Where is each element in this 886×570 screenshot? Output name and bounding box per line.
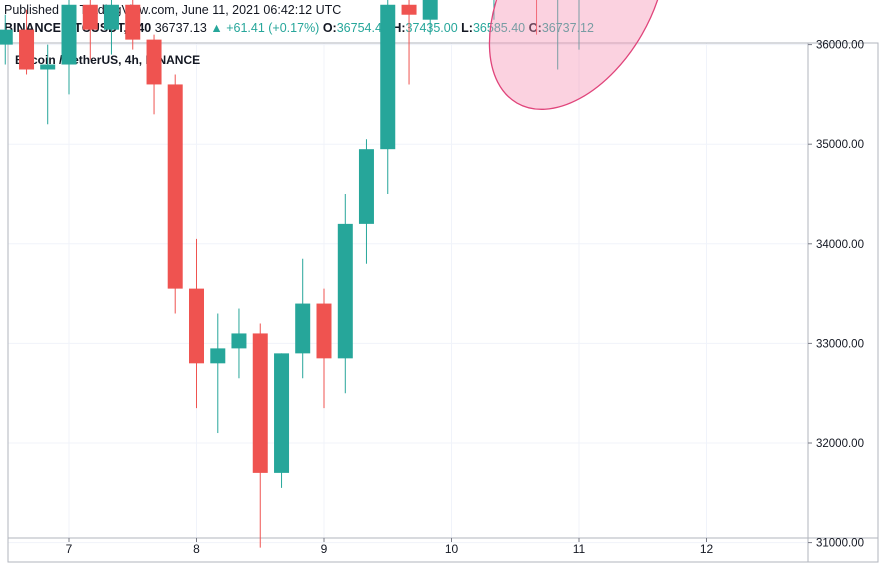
open-value: 36754.41 xyxy=(336,21,389,35)
candle-body xyxy=(61,4,77,65)
candle xyxy=(557,0,559,70)
grid-lines xyxy=(8,43,808,544)
candle xyxy=(82,0,98,60)
high-value: 37435.00 xyxy=(405,21,458,35)
x-tick-label: 11 xyxy=(573,542,586,556)
candle-body xyxy=(82,4,98,30)
x-tick-label: 8 xyxy=(193,542,200,556)
low-value: 36585.40 xyxy=(473,21,525,35)
candle xyxy=(380,0,396,194)
y-tick-label: 33000.00 xyxy=(816,338,864,350)
candle-body xyxy=(0,29,13,45)
candle xyxy=(19,9,35,75)
candle-body xyxy=(295,303,311,354)
price-change: +61.41 (+0.17%) xyxy=(226,21,320,35)
x-tick-label: 9 xyxy=(321,542,328,556)
candle-body xyxy=(167,84,183,289)
candle xyxy=(189,238,204,409)
candle-body xyxy=(401,4,417,15)
time-axis[interactable]: 7 8 9 10 11 12 xyxy=(66,538,714,556)
candle-body xyxy=(103,4,119,30)
candle-body xyxy=(125,4,141,40)
up-arrow-icon: ▲ xyxy=(210,21,223,35)
y-tick-label: 36000.00 xyxy=(816,40,864,52)
y-tick-label: 31000.00 xyxy=(816,538,864,550)
candle xyxy=(231,308,247,379)
overlay xyxy=(488,0,667,110)
candle-body xyxy=(252,333,268,473)
candle xyxy=(61,0,77,95)
candle xyxy=(0,14,13,65)
candle xyxy=(316,288,332,409)
candle-body xyxy=(422,0,438,20)
high-label: H: xyxy=(392,21,406,35)
candle-body xyxy=(316,303,332,359)
y-tick-label: 35000.00 xyxy=(816,139,864,151)
candles xyxy=(0,0,580,548)
highlight-ellipse xyxy=(488,0,667,110)
candle-body xyxy=(40,64,56,70)
candle xyxy=(295,258,311,379)
y-tick-label: 34000.00 xyxy=(816,239,864,251)
candle-body xyxy=(358,149,374,224)
candle xyxy=(167,74,183,314)
candle xyxy=(358,139,374,264)
close-label: C: xyxy=(529,21,542,35)
candle xyxy=(210,313,226,434)
last-price: 36737.13 xyxy=(154,21,207,35)
candle-body xyxy=(337,223,353,359)
price-axis[interactable]: 40000.0039000.0038000.0037000.0036000.00… xyxy=(808,0,875,550)
candle xyxy=(146,34,162,115)
candle xyxy=(125,0,141,50)
candle xyxy=(274,353,290,488)
close-value: 36737.12 xyxy=(542,21,594,35)
candle-body xyxy=(146,39,162,85)
candle-body xyxy=(231,333,247,349)
y-tick-label: 32000.00 xyxy=(816,438,864,450)
x-tick-label: 12 xyxy=(700,542,714,556)
candle-body xyxy=(19,29,35,70)
chart-frame xyxy=(7,42,879,563)
x-tick-label: 10 xyxy=(445,542,459,556)
candle-body xyxy=(189,288,204,364)
x-tick-label: 7 xyxy=(66,542,73,556)
candle xyxy=(40,44,56,125)
ohlc-legend: BINANCE:BTCUSDT, 240 36737.13 ▲ +61.41 (… xyxy=(4,21,594,35)
candle xyxy=(536,0,538,35)
candle-body xyxy=(380,4,396,150)
candle-body xyxy=(210,348,226,364)
low-label: L: xyxy=(461,21,473,35)
candle-body xyxy=(274,353,290,473)
candle xyxy=(578,0,580,50)
candle xyxy=(422,0,438,35)
candle xyxy=(103,0,119,55)
open-label: O: xyxy=(322,21,337,35)
candle xyxy=(252,323,268,548)
candle xyxy=(337,194,353,394)
candle xyxy=(401,0,417,85)
outer-border xyxy=(7,42,879,563)
